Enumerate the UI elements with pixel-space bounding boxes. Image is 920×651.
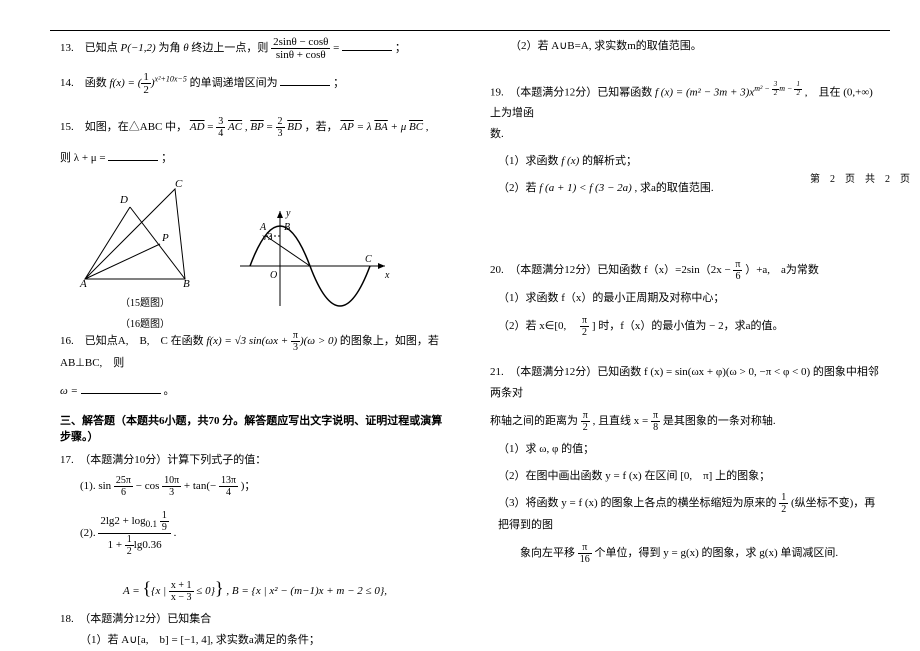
- q13-point: P(−1,2): [121, 42, 156, 54]
- q21-sub2: （2）在图中画出函数 y = f (x) 在区间 [0, π] 上的图象；: [498, 466, 880, 487]
- q14-fx: f(x) = (: [110, 77, 142, 89]
- q15-AC: AC: [228, 121, 242, 133]
- q13-suffix: ；: [395, 42, 406, 54]
- left-column: 13. 已知点 P(−1,2) 为角 θ 终边上一点，则 2sinθ − cos…: [50, 10, 470, 639]
- label-P: P: [161, 232, 169, 244]
- question-20: 20. （本题满分12分）已知函数 f（x）=2sin（2x − π6 ）+a,…: [490, 259, 880, 338]
- sine-C: C: [365, 254, 372, 265]
- q13-mid2: 终边上一点，则: [191, 42, 268, 54]
- q16-prefix: 16. 已知点A, B, C 在函数: [60, 335, 204, 347]
- question-17: 17. （本题满分10分）计算下列式子的值： (1). sin 25π6 − c…: [60, 450, 450, 557]
- question-21: 21. （本题满分12分）已知函数 f (x) = sin(ωx + φ)(ω …: [490, 362, 880, 565]
- sine-svg: x y O √3 A B C: [240, 206, 390, 306]
- q20-sub1: （1）求函数 f（x）的最小正周期及对称中心；: [498, 288, 880, 309]
- q15-BP: BP: [250, 121, 263, 133]
- y-label: y: [285, 208, 291, 219]
- q15-BD: BD: [287, 121, 302, 133]
- question-15: 15. 如图，在△ABC 中， AD = 34 AC , BP = 23 BD …: [60, 116, 450, 169]
- q15-blank: [108, 147, 158, 161]
- q15-line2: 则 λ + μ =: [60, 152, 108, 164]
- section-3-title: 三、解答题（本题共6小题，共70 分。解答题应写出文字说明、证明过程或演算步骤。…: [60, 412, 450, 444]
- q15-prefix: 15. 如图，在△ABC 中，: [60, 121, 187, 133]
- q15-BC: BC: [409, 121, 423, 133]
- question-14: 14. 函数 f(x) = (12)x²+10x−5 的单调递增区间为 ；: [60, 71, 450, 96]
- label-C: C: [175, 178, 183, 190]
- O-label: O: [270, 270, 277, 281]
- figure-16: x y O √3 A B C: [240, 206, 390, 309]
- label-A: A: [79, 278, 87, 290]
- q16-blank: [81, 380, 161, 394]
- page-number: 第 2 页 共 2 页: [810, 170, 910, 185]
- sine-B: B: [284, 222, 290, 233]
- q14-sup: x²+10x−5: [155, 75, 187, 84]
- q14-half: 12: [141, 71, 151, 96]
- q13-eq: =: [333, 42, 342, 54]
- q14-blank: [280, 72, 330, 86]
- fig15-caption: （15题图）: [80, 294, 210, 309]
- q18-sub2: （2）若 A∪B=A, 求实数m的取值范围。: [490, 36, 880, 57]
- q15-AD: AD: [190, 121, 205, 133]
- q21-prefix: 21. （本题满分12分）已知函数 f (x) = sin(ωx + φ)(ω …: [490, 366, 879, 399]
- figure-row: A B C D P （15题图） x: [80, 179, 450, 309]
- q17-prefix: 17. （本题满分10分）计算下列式子的值：: [60, 454, 266, 466]
- question-18: A = {{x | x + 1x − 3 ≤ 0}} , B = {x | x²…: [60, 571, 450, 651]
- sqrt3-label: √3: [262, 232, 273, 243]
- q13-theta: θ: [183, 42, 188, 54]
- q18-prefix: 18. （本题满分12分）已知集合: [60, 613, 211, 625]
- question-16: 16. 已知点A, B, C 在函数 f(x) = √3 sin(ωx + π3…: [60, 330, 450, 402]
- q13-mid: 为角: [158, 42, 180, 54]
- question-13: 13. 已知点 P(−1,2) 为角 θ 终边上一点，则 2sinθ − cos…: [60, 36, 450, 61]
- q21-sub1: （1）求 ω, φ 的值；: [498, 439, 880, 460]
- figure-15: A B C D P （15题图）: [80, 179, 210, 309]
- q14-mid: 的单调递增区间为: [190, 77, 278, 89]
- q18-sub1: （1）若 A∪[a, b] = [−1, 4], 求实数a满足的条件；: [60, 630, 450, 651]
- q13-frac: 2sinθ − cosθ sinθ + cosθ: [271, 36, 330, 61]
- q15-AP: AP: [340, 121, 353, 133]
- sine-A: A: [259, 222, 267, 233]
- fig16-caption: （16题图）: [120, 315, 450, 330]
- label-B: B: [183, 278, 190, 290]
- q15-BA: BA: [374, 121, 387, 133]
- triangle-svg: A B C D P: [80, 179, 210, 289]
- q14-suffix: ；: [333, 77, 344, 89]
- q19-prefix: 19. （本题满分12分）已知幂函数: [490, 87, 652, 99]
- q14-prefix: 14. 函数: [60, 77, 107, 89]
- q16-omega: ω =: [60, 385, 81, 397]
- label-D: D: [119, 194, 128, 206]
- q13-prefix: 13. 已知点: [60, 42, 118, 54]
- x-label: x: [384, 270, 390, 281]
- right-column: 第 2 页 共 2 页 （2）若 A∪B=A, 求实数m的取值范围。 19. （…: [470, 10, 890, 639]
- q13-blank: [342, 37, 392, 51]
- q20-prefix: 20. （本题满分12分）已知函数 f（x）=2sin（2x −: [490, 264, 733, 276]
